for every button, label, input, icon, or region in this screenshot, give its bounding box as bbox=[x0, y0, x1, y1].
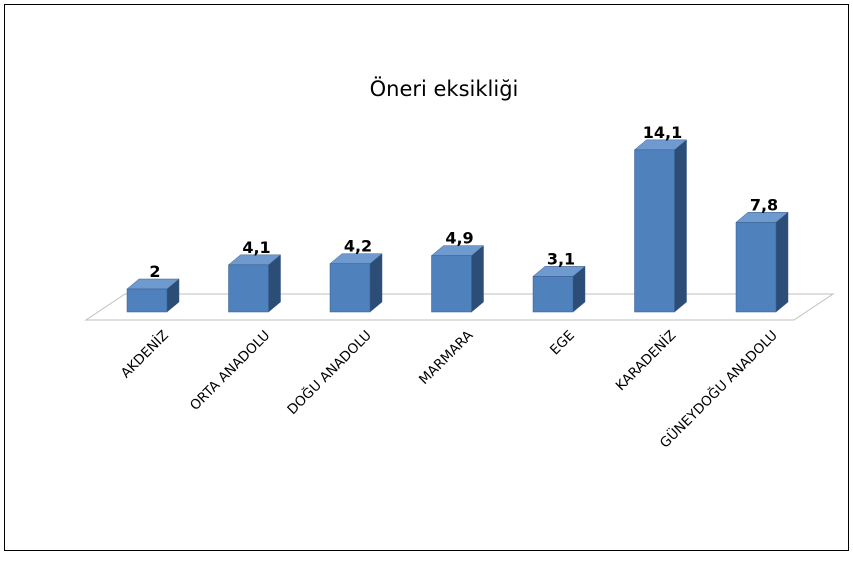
bar-7 bbox=[735, 211, 789, 313]
chart-border bbox=[4, 4, 849, 551]
bar-5 bbox=[532, 265, 586, 313]
bar-6 bbox=[633, 139, 688, 313]
data-labels-group: 2 4,1 4,2 4,9 3,1 14,1 7,8 bbox=[149, 123, 778, 281]
bar-front-face bbox=[532, 276, 574, 313]
data-label: 4,9 bbox=[445, 229, 473, 248]
bar-side-face bbox=[775, 211, 789, 313]
bar-4 bbox=[430, 245, 485, 313]
data-label: 14,1 bbox=[643, 123, 682, 142]
data-label: 2 bbox=[149, 262, 160, 281]
bar-front-face bbox=[126, 288, 168, 313]
bar-front-face bbox=[634, 149, 675, 313]
data-label: 3,1 bbox=[547, 249, 575, 268]
bar-3 bbox=[329, 253, 383, 313]
bar-front-face bbox=[735, 222, 777, 313]
data-label: 7,8 bbox=[750, 195, 778, 214]
bar-side-face bbox=[674, 139, 687, 313]
chart-title: Öneri eksikliği bbox=[370, 76, 519, 101]
data-label: 4,1 bbox=[242, 238, 270, 257]
bar-front-face bbox=[431, 255, 472, 313]
data-label: 4,2 bbox=[344, 237, 372, 256]
bars-group bbox=[126, 139, 789, 313]
bar-front-face bbox=[228, 264, 269, 313]
bar-1 bbox=[126, 278, 180, 313]
bar-side-face bbox=[471, 245, 484, 313]
bar-front-face bbox=[329, 263, 371, 313]
bar-2 bbox=[227, 254, 282, 313]
